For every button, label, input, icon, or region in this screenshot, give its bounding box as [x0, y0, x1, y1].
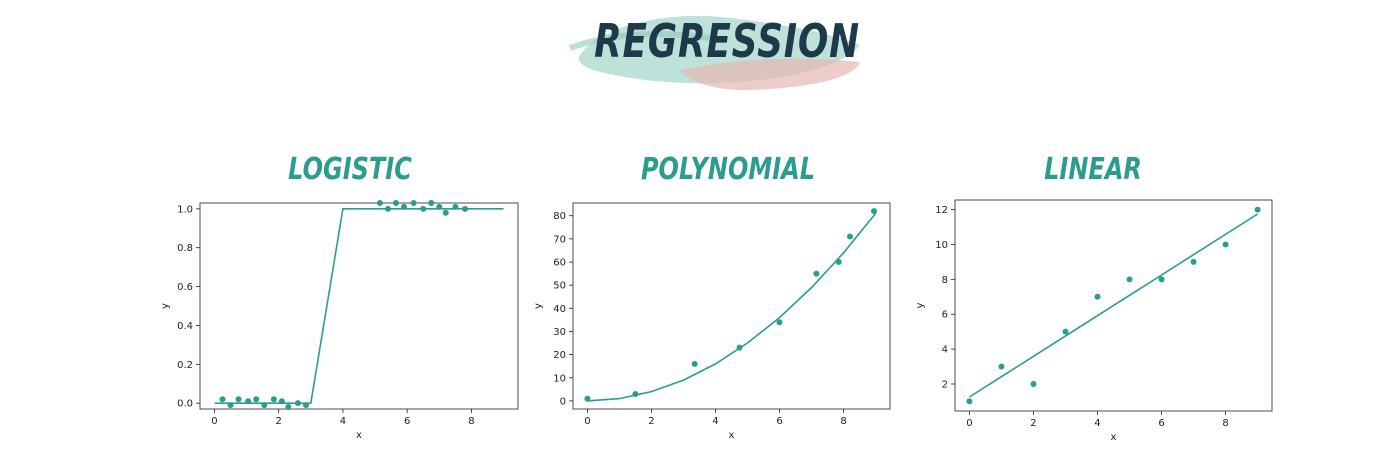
y-tick-label: 2	[942, 379, 948, 390]
y-tick-label: 10	[553, 373, 566, 384]
x-tick-label: 8	[840, 416, 846, 427]
x-tick-label: 6	[404, 416, 410, 427]
chart-title-linear: LINEAR	[1044, 152, 1142, 187]
data-point	[966, 398, 973, 405]
data-point	[294, 400, 301, 407]
data-point	[376, 200, 383, 206]
data-point	[870, 208, 877, 215]
data-point	[452, 203, 459, 210]
chart-title-logistic: LOGISTIC	[288, 152, 412, 187]
data-point	[227, 402, 234, 409]
data-point	[1126, 276, 1133, 283]
plot-frame	[572, 202, 891, 410]
y-tick-label: 6	[942, 310, 948, 321]
data-point	[245, 398, 252, 405]
y-tick-label: 40	[553, 304, 566, 315]
page-title: REGRESSION	[594, 14, 860, 68]
data-point	[285, 404, 292, 411]
data-point	[1062, 328, 1069, 335]
data-point	[846, 233, 853, 240]
data-point	[436, 203, 443, 210]
x-tick-label: 0	[966, 418, 972, 429]
y-tick-label: 0	[560, 396, 566, 407]
x-axis-label: x	[1111, 432, 1117, 443]
y-tick-label: 20	[553, 350, 566, 361]
data-point	[384, 205, 391, 212]
y-tick-label: 8	[942, 275, 948, 286]
x-tick-label: 2	[1030, 418, 1036, 429]
data-point	[235, 396, 242, 403]
page-header: REGRESSION	[560, 0, 870, 100]
data-point	[1158, 276, 1165, 283]
data-point	[392, 200, 399, 206]
x-tick-label: 6	[1158, 418, 1164, 429]
y-tick-label: 0.2	[177, 360, 193, 371]
data-point	[835, 259, 842, 266]
x-tick-label: 0	[584, 416, 590, 427]
y-tick-label: 12	[935, 205, 948, 216]
y-tick-label: 30	[553, 327, 566, 338]
x-tick-label: 2	[276, 416, 282, 427]
data-point	[1222, 241, 1229, 248]
y-tick-label: 60	[553, 258, 566, 269]
data-point	[1254, 206, 1261, 213]
data-point	[632, 390, 639, 397]
data-point	[584, 395, 591, 402]
fit-line	[968, 213, 1259, 398]
chart-title-polynomial: POLYNOMIAL	[640, 152, 816, 187]
x-axis-label: x	[356, 430, 362, 441]
data-point	[420, 205, 427, 212]
data-point	[776, 319, 783, 326]
data-point	[219, 396, 226, 403]
data-point	[261, 402, 268, 409]
y-tick-label: 4	[942, 345, 948, 356]
data-point	[428, 200, 435, 206]
data-point	[1190, 258, 1197, 265]
plot-frame	[199, 202, 519, 410]
data-point	[813, 270, 820, 277]
data-point	[400, 203, 407, 210]
y-tick-label: 80	[553, 211, 566, 222]
y-tick-label: 10	[935, 240, 948, 251]
data-point	[410, 200, 417, 206]
y-tick-label: 1.0	[177, 204, 193, 215]
x-tick-label: 4	[1094, 418, 1100, 429]
y-axis-label: y	[533, 303, 544, 309]
y-axis-label: y	[915, 302, 926, 308]
brush-stroke-decoration	[568, 15, 860, 91]
y-tick-label: 0.4	[177, 321, 193, 332]
data-point	[998, 363, 1005, 370]
data-point	[691, 360, 698, 367]
data-point	[1030, 380, 1037, 387]
data-point	[462, 205, 468, 212]
data-point	[253, 396, 260, 403]
x-tick-label: 2	[648, 416, 654, 427]
x-axis-label: x	[729, 430, 735, 441]
y-tick-label: 0.8	[177, 243, 193, 254]
data-point	[278, 398, 285, 405]
y-tick-label: 50	[553, 281, 566, 292]
x-tick-label: 8	[468, 416, 474, 427]
x-tick-label: 6	[776, 416, 782, 427]
data-point	[442, 209, 449, 216]
y-tick-label: 0.0	[177, 399, 193, 410]
x-tick-label: 4	[340, 416, 346, 427]
y-tick-label: 0.6	[177, 282, 193, 293]
x-tick-label: 4	[712, 416, 718, 427]
data-point	[1094, 293, 1101, 300]
data-point	[736, 344, 743, 351]
x-tick-label: 8	[1222, 418, 1228, 429]
x-tick-label: 0	[211, 416, 217, 427]
data-point	[270, 396, 277, 403]
y-axis-label: y	[160, 303, 171, 309]
y-tick-label: 70	[553, 234, 566, 245]
plot-frame	[954, 199, 1273, 412]
data-point	[303, 402, 309, 409]
